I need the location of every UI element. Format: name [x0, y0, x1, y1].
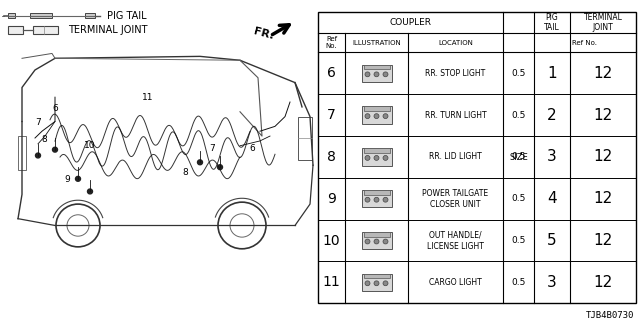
Circle shape [76, 176, 81, 181]
Text: Ref
No.: Ref No. [326, 36, 337, 49]
Text: 8: 8 [182, 168, 188, 177]
Text: 7: 7 [35, 118, 41, 127]
Text: 12: 12 [593, 108, 612, 123]
Text: TJB4B0730: TJB4B0730 [586, 311, 634, 320]
Text: 0.5: 0.5 [511, 111, 525, 120]
Circle shape [198, 160, 202, 165]
Bar [362, 65, 392, 82]
Circle shape [52, 147, 58, 152]
Circle shape [35, 153, 40, 158]
Text: 1: 1 [547, 66, 557, 81]
Text: 0.5: 0.5 [511, 194, 525, 203]
Bar [362, 107, 392, 124]
Circle shape [374, 156, 379, 160]
Circle shape [374, 281, 379, 286]
Bar [362, 274, 392, 291]
Text: PIG
TAIL: PIG TAIL [544, 13, 560, 32]
Text: 8: 8 [327, 150, 336, 164]
Circle shape [218, 165, 223, 170]
Circle shape [365, 72, 370, 77]
Circle shape [365, 156, 370, 160]
Text: 0.5: 0.5 [511, 278, 525, 287]
Text: 10: 10 [84, 141, 96, 150]
Circle shape [383, 114, 388, 119]
Text: FR.: FR. [252, 27, 275, 42]
Text: 3: 3 [547, 149, 557, 164]
Bar [318, 12, 636, 303]
Circle shape [374, 197, 379, 202]
Text: RR. STOP LIGHT: RR. STOP LIGHT [426, 69, 486, 78]
Text: 2: 2 [547, 108, 557, 123]
Text: 3: 3 [547, 275, 557, 290]
Circle shape [383, 156, 388, 160]
Text: 6: 6 [249, 144, 255, 153]
Text: ILLUSTRATION: ILLUSTRATION [352, 40, 401, 46]
Bar [30, 13, 52, 18]
Bar [364, 148, 390, 153]
Text: 12: 12 [593, 233, 612, 248]
Text: 5: 5 [547, 233, 557, 248]
Text: OUT HANDLE/
LICENSE LIGHT: OUT HANDLE/ LICENSE LIGHT [427, 230, 484, 251]
Text: 0.5: 0.5 [511, 236, 525, 245]
Text: Ref No.: Ref No. [573, 40, 598, 46]
Circle shape [383, 239, 388, 244]
Text: TERMINAL JOINT: TERMINAL JOINT [68, 25, 147, 35]
Text: 6: 6 [327, 66, 336, 80]
Text: PIG TAIL: PIG TAIL [107, 11, 147, 20]
Text: 0.5: 0.5 [511, 152, 525, 162]
Circle shape [365, 197, 370, 202]
Circle shape [374, 239, 379, 244]
Circle shape [374, 72, 379, 77]
Text: 6: 6 [52, 104, 58, 113]
Bar [364, 232, 390, 237]
Bar [364, 107, 390, 111]
Text: 9: 9 [327, 192, 336, 206]
Bar [364, 65, 390, 69]
Text: 12: 12 [593, 149, 612, 164]
Text: 11: 11 [323, 275, 340, 289]
Text: TERMINAL
JOINT: TERMINAL JOINT [584, 13, 623, 32]
Text: LOCATION: LOCATION [438, 40, 473, 46]
Text: 12: 12 [593, 66, 612, 81]
Bar [364, 274, 390, 278]
Circle shape [365, 239, 370, 244]
Circle shape [88, 189, 93, 194]
Circle shape [383, 197, 388, 202]
Text: 11: 11 [142, 93, 154, 102]
Text: 8: 8 [41, 135, 47, 144]
Bar [298, 116, 312, 160]
Circle shape [374, 114, 379, 119]
Bar [364, 190, 390, 195]
Circle shape [383, 72, 388, 77]
Text: SIZE: SIZE [509, 153, 528, 162]
Bar [18, 136, 26, 170]
Circle shape [383, 281, 388, 286]
Text: POWER TAILGATE
CLOSER UNIT: POWER TAILGATE CLOSER UNIT [422, 189, 488, 209]
Text: 12: 12 [593, 191, 612, 206]
Bar [362, 190, 392, 207]
Bar [8, 12, 15, 19]
Text: 9: 9 [64, 175, 70, 184]
Text: CARGO LIGHT: CARGO LIGHT [429, 278, 482, 287]
Bar [33, 26, 58, 34]
Circle shape [365, 281, 370, 286]
Text: COUPLER: COUPLER [390, 18, 431, 27]
Text: 0.5: 0.5 [511, 69, 525, 78]
Circle shape [365, 114, 370, 119]
Bar [8, 26, 23, 34]
Text: 10: 10 [323, 234, 340, 248]
Text: RR. TURN LIGHT: RR. TURN LIGHT [425, 111, 486, 120]
Bar [362, 232, 392, 249]
Text: 7: 7 [209, 144, 215, 153]
Bar [362, 148, 392, 166]
Text: 12: 12 [593, 275, 612, 290]
Bar [85, 13, 95, 18]
Text: 4: 4 [547, 191, 557, 206]
Text: RR. LID LIGHT: RR. LID LIGHT [429, 152, 482, 162]
Text: 7: 7 [327, 108, 336, 122]
